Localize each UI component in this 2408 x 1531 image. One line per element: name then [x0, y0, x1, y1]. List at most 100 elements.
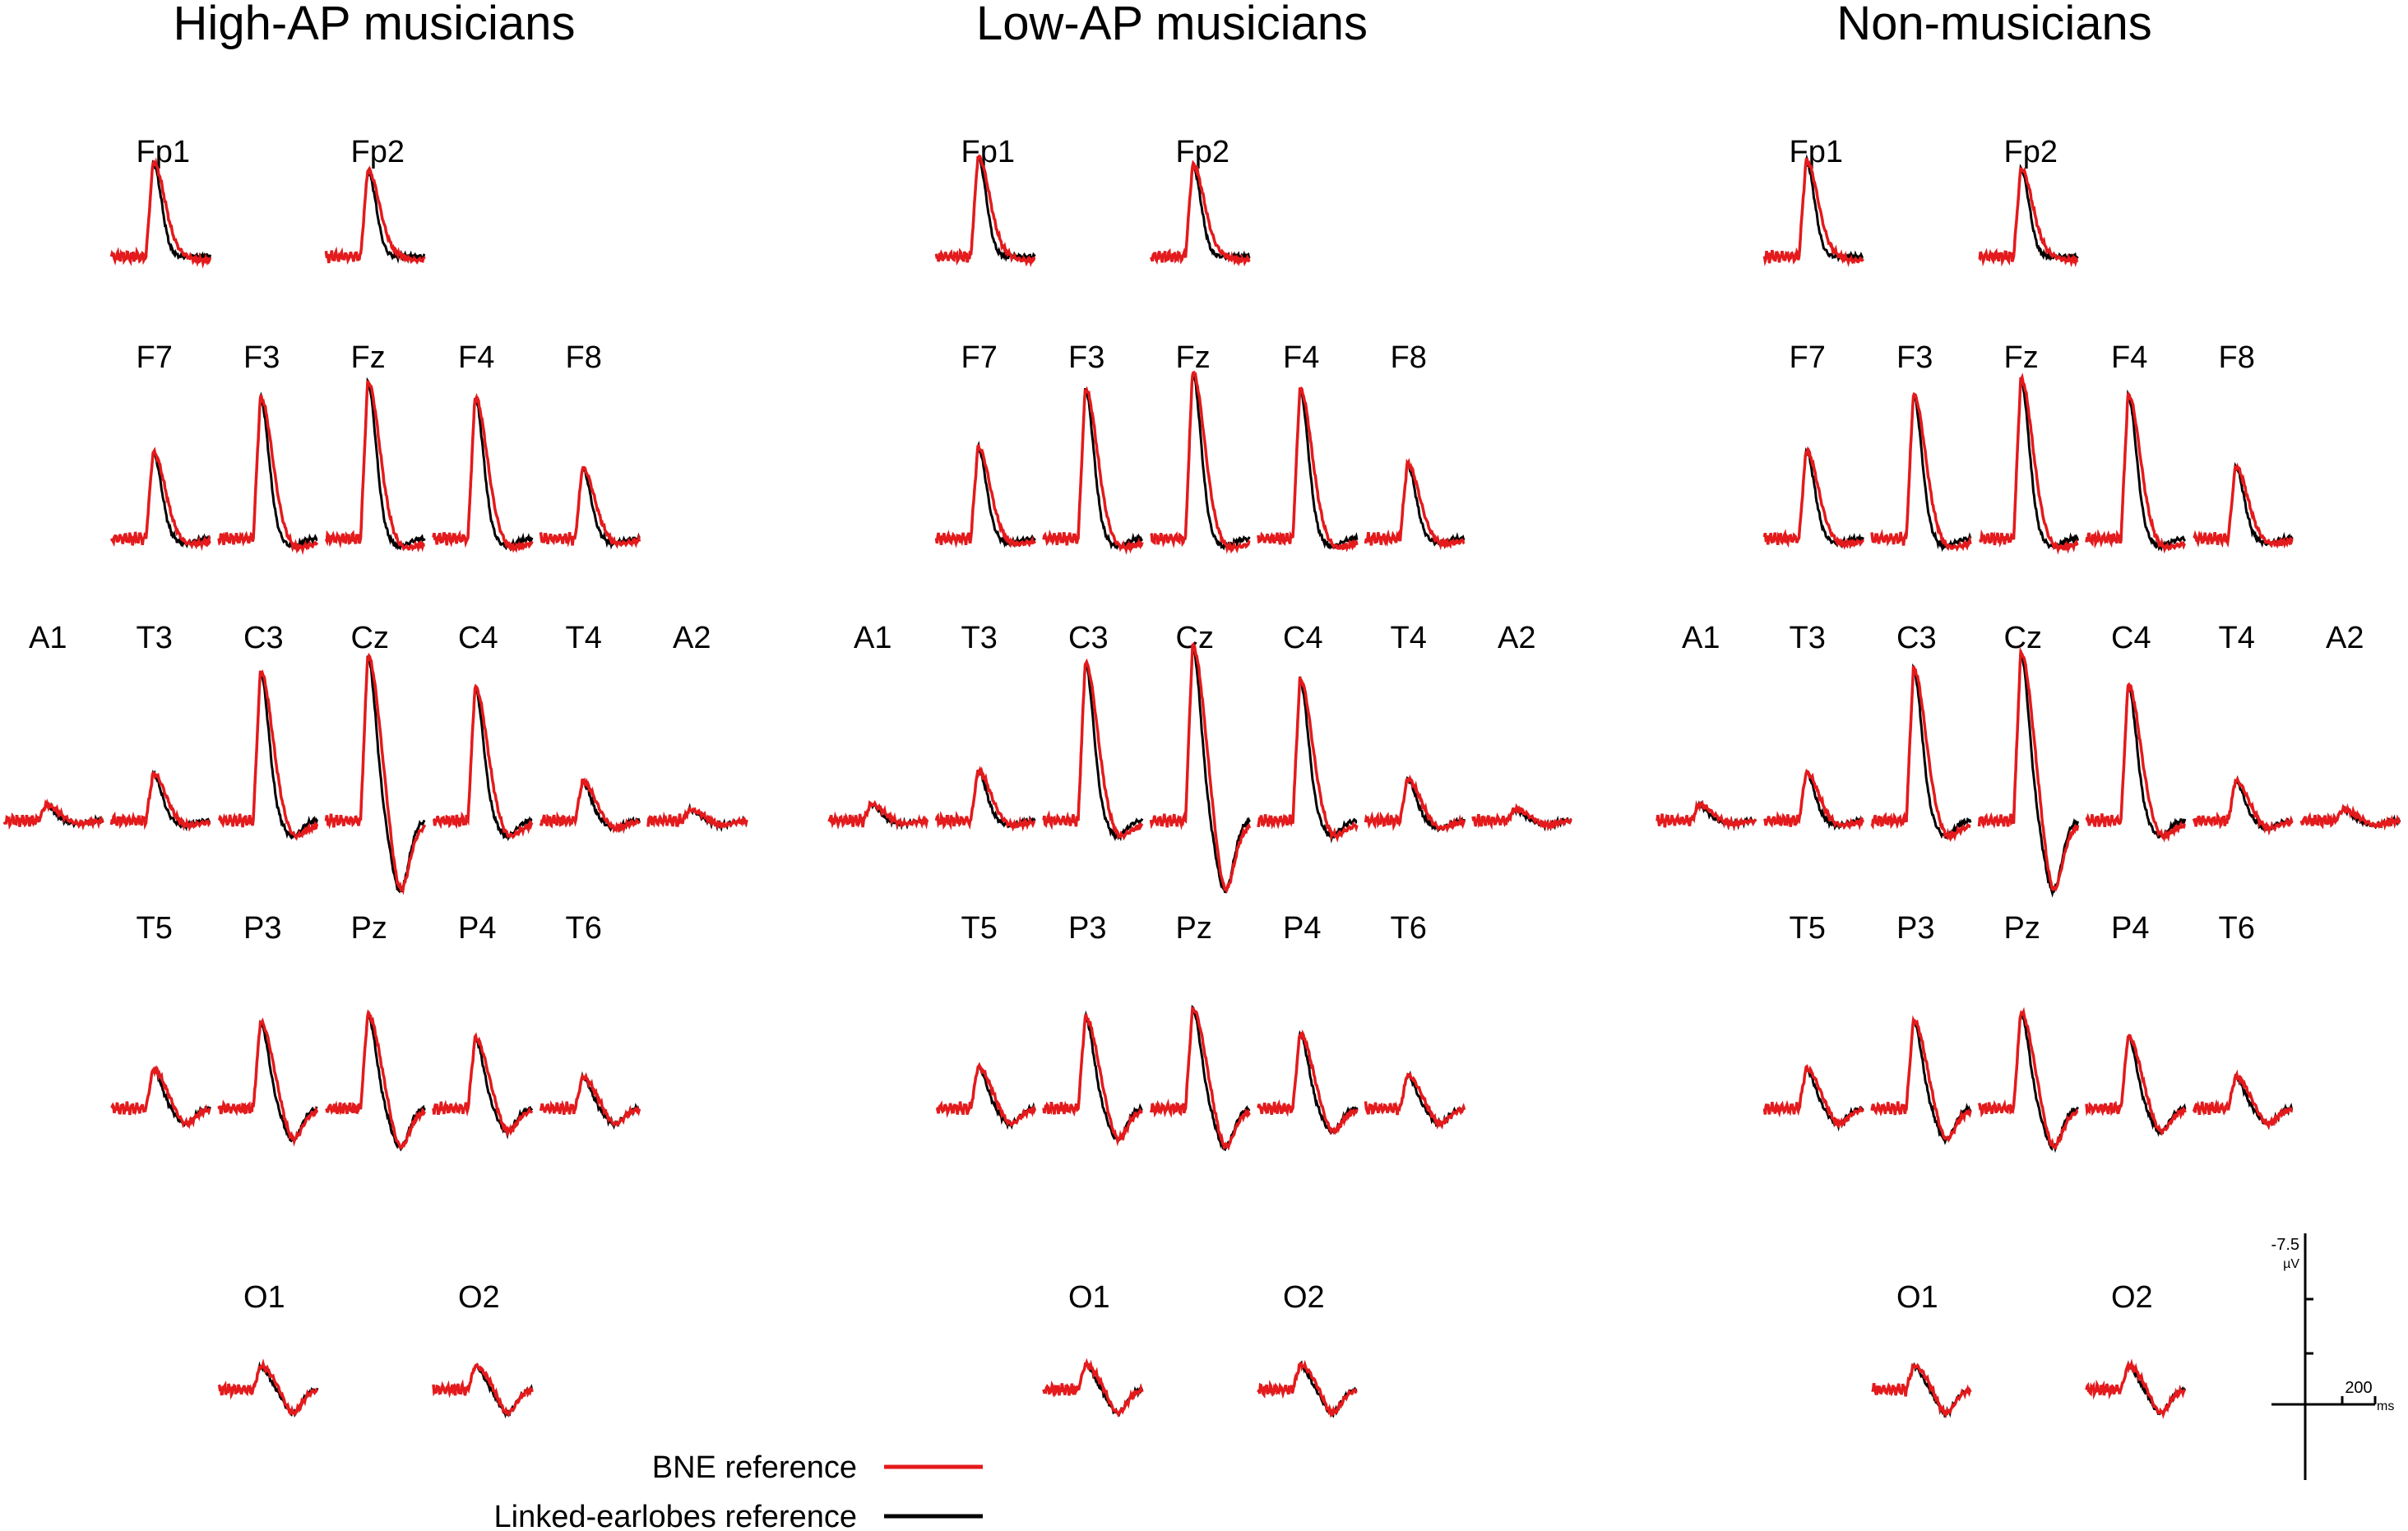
legend-label-linked: Linked-earlobes reference: [494, 1500, 858, 1531]
waveform-bne-o2: [2085, 1358, 2186, 1420]
waveform-bne-c3: [1042, 658, 1144, 841]
electrode-label-t6: T6: [566, 911, 602, 946]
waveform-bne-cz: [324, 652, 427, 895]
waveform-bne-c4: [432, 683, 534, 840]
electrode-label-f8: F8: [2219, 340, 2255, 375]
waveform-bne-t5: [935, 1062, 1037, 1127]
waveform-bne-fp2: [1978, 167, 2079, 268]
waveform-bne-c3: [217, 669, 319, 841]
waveform-bne-o2: [1257, 1359, 1358, 1418]
waveform-bne-c3: [1870, 665, 1971, 843]
waveform-bne-fp1: [1762, 157, 1864, 268]
electrode-label-fp1: Fp1: [1790, 135, 1843, 169]
waveform-bne-pz: [1149, 1006, 1251, 1151]
electrode-label-o1: O1: [1068, 1280, 1110, 1315]
waveform-bne-f7: [1762, 446, 1865, 550]
waveform-bne-a2: [1471, 803, 1572, 832]
waveform-bne-fp2: [1149, 160, 1251, 267]
electrode-label-f7: F7: [137, 340, 173, 375]
electrode-label-a1: A1: [29, 621, 67, 655]
waveform-bne-t6: [2192, 1069, 2294, 1131]
electrode-label-t3: T3: [137, 621, 173, 655]
waveform-bne-t3: [1762, 768, 1865, 831]
electrode-label-p4: P4: [2111, 911, 2149, 946]
scale-bar: -7.5 µV 200 ms: [2271, 1233, 2394, 1480]
electrode-label-o1: O1: [1896, 1280, 1938, 1315]
waveform-bne-a2: [2299, 803, 2401, 831]
waveform-bne-p3: [1870, 1015, 1972, 1143]
waveform-bne-a1: [2, 798, 104, 831]
electrode-label-o2: O2: [1283, 1280, 1325, 1315]
electrode-label-o2: O2: [2111, 1280, 2153, 1315]
waveform-bne-f3: [217, 394, 319, 556]
electrode-label-fz: Fz: [351, 340, 386, 375]
waveform-bne-t5: [1762, 1064, 1864, 1129]
group-title-high-ap-musicians: High-AP musicians: [174, 0, 576, 50]
panel-non-musicians: Fp1 Fp2 F7 F3 Fz F4 F8 A1 T3 C3 Cz C4 T4 A2 T5 P3 Pz P4 T6…: [1656, 135, 2401, 1420]
electrode-label-f8: F8: [566, 340, 602, 375]
waveform-bne-pz: [325, 1009, 427, 1150]
electrode-label-fp2: Fp2: [351, 135, 405, 169]
electrode-label-fp2: Fp2: [1176, 135, 1229, 169]
waveform-bne-cz: [1977, 646, 2080, 892]
electrode-label-t6: T6: [2219, 911, 2255, 946]
waveform-bne-p4: [2085, 1034, 2187, 1136]
waveform-bne-t4: [539, 777, 641, 835]
waveform-bne-f7: [109, 446, 211, 552]
electrode-label-f7: F7: [1790, 340, 1826, 375]
electrode-label-t4: T4: [2219, 621, 2255, 655]
electrode-label-a1: A1: [854, 621, 891, 655]
waveform-bne-o2: [432, 1362, 534, 1418]
waveform-bne-p3: [1042, 1014, 1143, 1147]
electrode-label-f8: F8: [1391, 340, 1427, 375]
electrode-label-f4: F4: [2111, 340, 2147, 375]
waveform-bne-fp1: [109, 157, 212, 269]
electrode-label-fz: Fz: [1176, 340, 1211, 375]
waveform-bne-p4: [432, 1032, 534, 1138]
electrode-label-t4: T4: [566, 621, 602, 655]
waveform-bne-f8: [1364, 457, 1466, 551]
electrode-label-t5: T5: [1790, 911, 1826, 946]
waveform-bne-fz: [1150, 370, 1251, 555]
waveform-bne-t6: [1364, 1072, 1466, 1130]
waveform-bne-c4: [1257, 676, 1359, 843]
waveform-bne-f3: [1042, 386, 1144, 556]
waveform-bne-fz: [1979, 372, 2079, 555]
waveform-bne-cz: [1149, 641, 1252, 894]
waveform-bne-pz: [1977, 1006, 2079, 1149]
electrode-label-fp1: Fp1: [137, 135, 190, 169]
electrode-label-c4: C4: [2111, 621, 2151, 655]
scale-voltage-unit: µV: [2283, 1257, 2299, 1271]
electrode-label-f3: F3: [243, 340, 280, 375]
waveform-bne-p4: [1257, 1029, 1359, 1136]
electrode-label-cz: Cz: [351, 621, 389, 655]
electrode-label-f4: F4: [458, 340, 494, 375]
waveform-bne-f4: [432, 392, 534, 553]
waveform-bne-t3: [934, 766, 1036, 832]
electrode-label-p3: P3: [1068, 911, 1106, 946]
panel-high-ap-musicians: Fp1 Fp2 F7 F3 Fz F4 F8 A1 T3 C3 Cz C4 T4 A2 T5 P3 Pz P4 T6…: [2, 135, 748, 1419]
electrode-label-p3: P3: [1896, 911, 1934, 946]
electrode-label-t3: T3: [1790, 621, 1826, 655]
electrode-label-pz: Pz: [351, 911, 387, 946]
electrode-label-t5: T5: [137, 911, 173, 946]
waveform-bne-a1: [827, 799, 929, 830]
electrode-label-fz: Fz: [2004, 340, 2039, 375]
electrode-label-t6: T6: [1391, 911, 1427, 946]
electrode-label-pz: Pz: [1176, 911, 1212, 946]
electrode-label-f7: F7: [961, 340, 998, 375]
legend: BNE reference Linked-earlobes reference: [494, 1450, 983, 1531]
waveform-bne-f4: [1257, 386, 1359, 553]
legend-label-bne: BNE reference: [652, 1450, 857, 1485]
group-title-non-musicians: Non-musicians: [1836, 0, 2152, 50]
electrode-label-c4: C4: [458, 621, 498, 655]
electrode-label-c3: C3: [243, 621, 284, 655]
waveform-bne-f8: [2193, 462, 2294, 549]
waveform-bne-t6: [539, 1072, 641, 1127]
electrode-label-pz: Pz: [2004, 911, 2040, 946]
waveform-bne-o1: [1871, 1362, 1972, 1418]
electrode-label-p3: P3: [243, 911, 281, 946]
electrode-label-o1: O1: [243, 1280, 285, 1315]
